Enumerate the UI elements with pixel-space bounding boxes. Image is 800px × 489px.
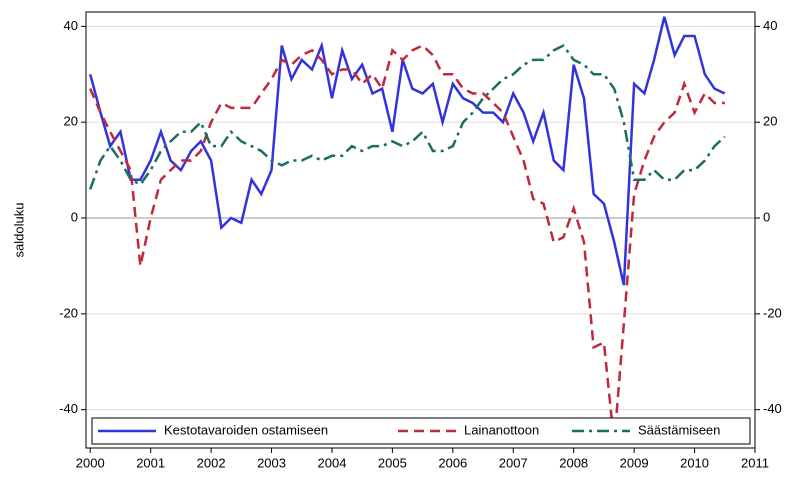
legend-label: Lainanottoon	[464, 422, 539, 437]
y-axis-label: saldoluku	[11, 203, 26, 258]
series-line	[89, 44, 725, 444]
x-tick-label: 2009	[620, 455, 649, 470]
x-tick-label: 2002	[197, 455, 226, 470]
x-tick-label: 2007	[499, 455, 528, 470]
y2-tick-label: -20	[763, 305, 782, 320]
y2-tick-label: -40	[763, 401, 782, 416]
y-tick-label: -40	[59, 401, 78, 416]
x-tick-label: 2008	[559, 455, 588, 470]
y-tick-label: 0	[71, 209, 78, 224]
x-tick-label: 2003	[257, 455, 286, 470]
y-tick-label: 20	[64, 114, 78, 129]
x-tick-label: 2010	[680, 455, 709, 470]
y2-tick-label: 20	[763, 114, 777, 129]
series-line	[89, 43, 726, 190]
x-tick-label: 2005	[378, 455, 407, 470]
y2-tick-label: 40	[763, 18, 777, 33]
y-tick-label: 40	[64, 18, 78, 33]
series-line	[89, 16, 726, 286]
x-tick-label: 2004	[318, 455, 347, 470]
legend-label: Kestotavaroiden ostamiseen	[164, 422, 328, 437]
x-tick-label: 2011	[741, 455, 769, 470]
y2-tick-label: 0	[763, 209, 770, 224]
plot-frame	[85, 11, 756, 449]
y-tick-label: -20	[59, 305, 78, 320]
x-tick-label: 2000	[76, 455, 105, 470]
x-tick-label: 2006	[438, 455, 467, 470]
legend-label: Säästämiseen	[638, 422, 720, 437]
x-tick-label: 2001	[136, 455, 165, 470]
